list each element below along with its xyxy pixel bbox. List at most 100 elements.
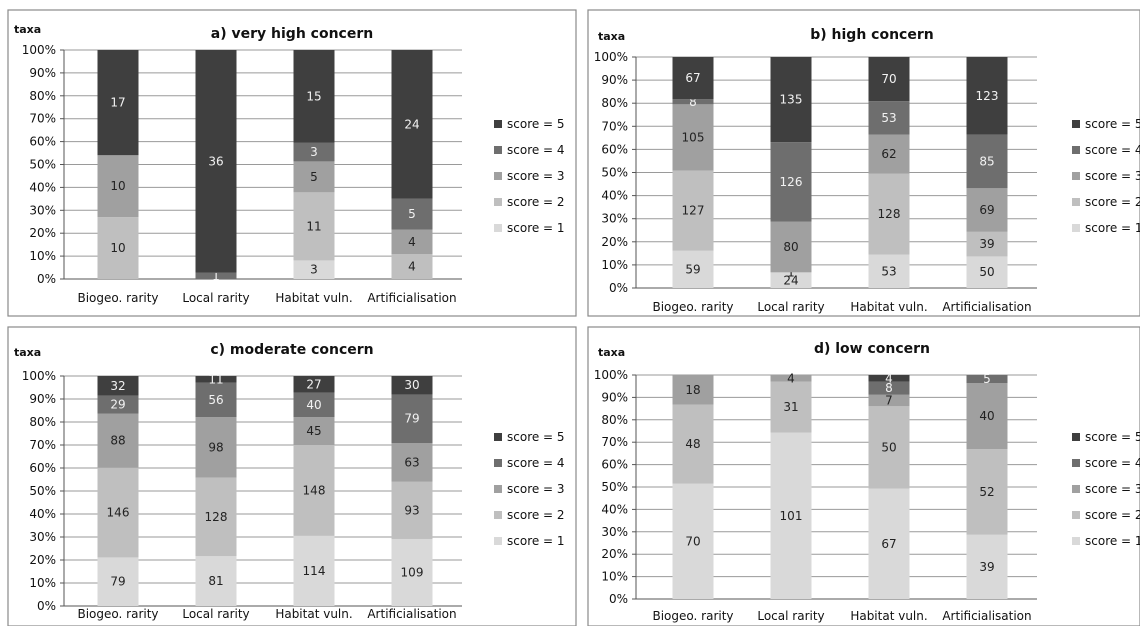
bar-segment	[391, 254, 433, 279]
data-label: 4	[408, 235, 416, 249]
data-label: 62	[881, 147, 896, 161]
data-label: 3	[310, 145, 318, 159]
data-label: 52	[979, 485, 994, 499]
data-label: 67	[881, 537, 896, 551]
bar-segment	[97, 413, 139, 468]
bar-segment	[770, 375, 812, 382]
y-tick-label: 60%	[29, 461, 56, 475]
x-category-label: Habitat vuln.	[850, 609, 927, 623]
data-label: 11	[306, 219, 321, 233]
bar-segment	[966, 57, 1008, 135]
legend-label: score = 3	[1085, 482, 1140, 496]
data-label: 39	[979, 560, 994, 574]
x-category-label: Biogeo. rarity	[652, 300, 733, 314]
data-label: 17	[110, 96, 125, 110]
bar-segment	[195, 556, 237, 606]
x-category-label: Habitat vuln.	[275, 607, 352, 621]
data-label: 39	[979, 237, 994, 251]
data-label: 70	[881, 72, 896, 86]
bar-segment	[293, 161, 335, 193]
data-label: 1	[787, 266, 795, 280]
bar-segment	[868, 101, 910, 135]
data-label: 8	[885, 381, 893, 395]
bar-segment	[293, 260, 335, 279]
data-label: 4	[885, 371, 893, 385]
bar-segment	[672, 483, 714, 599]
legend-label: score = 2	[507, 508, 565, 522]
y-axis-label: taxa	[14, 346, 41, 359]
legend-label: score = 5	[507, 430, 565, 444]
y-tick-label: 70%	[29, 438, 56, 452]
y-axis-label: taxa	[14, 23, 41, 36]
data-label: 135	[780, 93, 803, 107]
bar-segment	[868, 134, 910, 174]
legend-swatch	[494, 120, 502, 128]
y-tick-label: 40%	[601, 502, 628, 516]
x-category-label: Local rarity	[182, 291, 249, 305]
bar-segment	[672, 57, 714, 100]
y-tick-label: 0%	[37, 599, 56, 613]
y-tick-label: 20%	[29, 553, 56, 567]
data-label: 98	[208, 440, 223, 454]
data-label: 18	[685, 383, 700, 397]
data-label: 93	[404, 503, 419, 517]
bar-segment	[966, 375, 1008, 384]
bar-segment	[966, 256, 1008, 288]
data-label: 48	[685, 437, 700, 451]
legend-label: score = 4	[1085, 143, 1140, 157]
legend-label: score = 3	[507, 169, 565, 183]
data-label: 11	[208, 372, 223, 386]
bar-segment	[293, 444, 335, 536]
legend-swatch	[494, 433, 502, 441]
y-tick-label: 30%	[601, 525, 628, 539]
y-tick-label: 50%	[29, 158, 56, 172]
bar-segment	[97, 376, 139, 396]
y-tick-label: 70%	[601, 435, 628, 449]
legend-label: score = 4	[1085, 456, 1140, 470]
bar-segment	[770, 272, 812, 288]
legend-label: score = 4	[507, 143, 565, 157]
bar-segment	[97, 395, 139, 414]
data-label: 31	[783, 400, 798, 414]
legend-swatch	[494, 198, 502, 206]
legend-swatch	[494, 459, 502, 467]
bar-segment	[868, 394, 910, 407]
data-label: 10	[110, 179, 125, 193]
data-label: 79	[110, 575, 125, 589]
y-tick-label: 50%	[29, 484, 56, 498]
legend-swatch	[1072, 198, 1080, 206]
y-tick-label: 40%	[601, 189, 628, 203]
y-tick-label: 60%	[601, 458, 628, 472]
data-label: 32	[110, 379, 125, 393]
chart-title: c) moderate concern	[210, 342, 373, 358]
bar-segment	[195, 382, 237, 418]
x-category-label: Artificialisation	[367, 291, 456, 305]
bar-segment	[770, 432, 812, 599]
bar-segment	[293, 142, 335, 162]
legend-label: score = 3	[1085, 169, 1140, 183]
legend-swatch	[1072, 485, 1080, 493]
bar-segment	[672, 104, 714, 171]
data-label: 4	[787, 371, 795, 385]
bar-segment	[391, 481, 433, 539]
bar-segment	[770, 221, 812, 273]
chart-panel: a) very high concern taxa 0% 10% 20% 30% 40% 50…	[7, 9, 577, 317]
data-label: 88	[110, 434, 125, 448]
x-category-label: Artificialisation	[942, 300, 1031, 314]
bar-segment	[293, 50, 335, 143]
bar-segment	[195, 50, 237, 273]
legend-swatch	[494, 537, 502, 545]
legend-swatch	[494, 172, 502, 180]
data-label: 53	[881, 264, 896, 278]
bar-segment	[966, 534, 1008, 599]
bar-segment	[770, 272, 812, 273]
data-label: 4	[408, 260, 416, 274]
bar-segment	[195, 272, 237, 279]
bar-segment	[966, 188, 1008, 232]
data-label: 45	[306, 424, 321, 438]
data-label: 40	[306, 398, 321, 412]
y-tick-label: 0%	[609, 281, 628, 295]
bar-segment	[868, 254, 910, 288]
x-category-label: Biogeo. rarity	[77, 291, 158, 305]
bar-segment	[868, 406, 910, 489]
